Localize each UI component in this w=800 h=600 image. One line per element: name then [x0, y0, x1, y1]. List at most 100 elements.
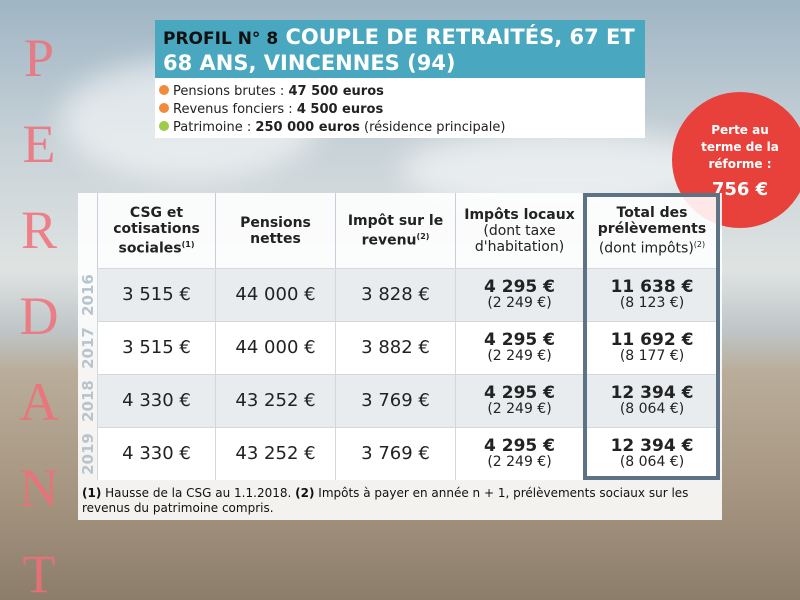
- items: Pensions brutes : 47 500 euros Revenus fo…: [155, 78, 645, 137]
- cell-value: 4 330 €: [122, 390, 191, 411]
- table-cell: 12 394 € (8 064 €): [583, 427, 720, 480]
- row-bg: [97, 321, 720, 374]
- header-sub-text: (dont taxe d'habitation): [474, 222, 565, 255]
- item-label: Pensions brutes :: [173, 84, 285, 99]
- year: 2016: [78, 273, 97, 316]
- table-cell: 43 252 €: [215, 374, 335, 427]
- cell-sub: (8 064 €): [619, 401, 685, 417]
- cell-value: 3 769 €: [361, 443, 430, 464]
- item-value: 47 500 euros: [288, 84, 384, 99]
- footnote-text: Impôts à payer en année n + 1, prélèveme…: [82, 486, 689, 515]
- title-bar: PROFIL N° 8 COUPLE DE RETRAITÉS, 67 ET 6…: [155, 20, 645, 78]
- cell-main: 11 692 €: [610, 330, 694, 350]
- header-sub-text: (dont impôts): [598, 240, 694, 257]
- table-cell: 12 394 € (8 064 €): [583, 374, 720, 427]
- cell-main: 11 638 €: [610, 277, 694, 297]
- column-header: Impôts locaux (dont taxe d'habitation): [455, 193, 583, 268]
- item-label: Revenus fonciers :: [173, 102, 293, 117]
- cell-sub: (8 123 €): [619, 295, 685, 311]
- title: COUPLE DE RETRAITÉS, 67 ET 68 ANS, VINCE…: [163, 25, 635, 75]
- header-title: Pensions nettes: [222, 215, 329, 247]
- header-note: (2): [416, 231, 430, 241]
- year: 2018: [78, 379, 97, 422]
- table-cell: 3 769 €: [335, 374, 455, 427]
- cell-value: 3 882 €: [361, 337, 430, 358]
- cell-value: 43 252 €: [235, 390, 316, 411]
- year-label: 2019: [78, 427, 97, 480]
- row-bg: [97, 374, 720, 427]
- cell-value: 3 769 €: [361, 390, 430, 411]
- cell-main: 4 295 €: [484, 330, 555, 350]
- column-header: CSG et cotisations sociales(1): [97, 193, 215, 268]
- header-note: (2): [693, 239, 706, 249]
- table-cell: 3 882 €: [335, 321, 455, 374]
- table-cell: 11 692 € (8 177 €): [583, 321, 720, 374]
- year-label: 2017: [78, 321, 97, 374]
- cell-value: 44 000 €: [235, 337, 316, 358]
- item-label: Patrimoine :: [173, 120, 252, 135]
- table-cell: 4 330 €: [97, 427, 215, 480]
- item: Patrimoine : 250 000 euros (résidence pr…: [155, 119, 645, 137]
- header-note: (1): [181, 239, 195, 249]
- bullet: [159, 103, 169, 113]
- column-header: Impôt sur le revenu(2): [335, 193, 455, 268]
- row-bg: [97, 268, 720, 321]
- header-title: Impôts locaux: [464, 207, 575, 223]
- profile: PROFIL N° 8: [163, 29, 279, 49]
- table: CSG et cotisations sociales(1) Pensions n…: [78, 193, 722, 520]
- table-cell: 44 000 €: [215, 268, 335, 321]
- header: PROFIL N° 8 COUPLE DE RETRAITÉS, 67 ET 6…: [155, 20, 645, 138]
- cell-value: 43 252 €: [235, 443, 316, 464]
- cell-value: 44 000 €: [235, 284, 316, 305]
- bullet: [159, 85, 169, 95]
- footnote-mark: (1): [82, 486, 102, 500]
- item-note: (résidence principale): [364, 120, 506, 135]
- cell-sub: (8 064 €): [619, 454, 685, 470]
- cell-sub: (2 249 €): [487, 295, 552, 311]
- header-text: Impôts locaux: [464, 206, 575, 223]
- header-text: Impôt sur le revenu: [347, 212, 444, 249]
- total-frame: [583, 193, 720, 480]
- item-value: 4 500 euros: [296, 102, 384, 117]
- header-text: Total des prélèvements: [597, 204, 707, 237]
- table-cell: 43 252 €: [215, 427, 335, 480]
- header-title: CSG et cotisations sociales(1): [104, 205, 209, 257]
- header-title: Total des prélèvements: [590, 205, 714, 237]
- cell-sub: (2 249 €): [487, 348, 552, 364]
- table-cell: 44 000 €: [215, 321, 335, 374]
- table-cell: 4 295 € (2 249 €): [455, 427, 583, 480]
- column-header: Pensions nettes: [215, 193, 335, 268]
- table-cell: 4 330 €: [97, 374, 215, 427]
- cell-value: 3 828 €: [361, 284, 430, 305]
- table-cell: 4 295 € (2 249 €): [455, 268, 583, 321]
- cell-value: 3 515 €: [122, 337, 191, 358]
- table-cell: 3 515 €: [97, 268, 215, 321]
- footnote-mark: (2): [295, 486, 315, 500]
- year: 2019: [78, 432, 97, 475]
- header-text: Pensions nettes: [240, 214, 311, 247]
- cell-main: 4 295 €: [484, 383, 555, 403]
- header-title: Impôt sur le revenu(2): [342, 213, 449, 249]
- table-cell: 3 828 €: [335, 268, 455, 321]
- cell-value: 4 330 €: [122, 443, 191, 464]
- footnote-text: Hausse de la CSG au 1.1.2018.: [105, 486, 292, 500]
- table-cell: 3 515 €: [97, 321, 215, 374]
- row-bg: [97, 427, 720, 480]
- year-label: 2016: [78, 268, 97, 321]
- table-cell: 11 638 € (8 123 €): [583, 268, 720, 321]
- header-text: CSG et cotisations sociales: [113, 204, 200, 257]
- badge-label: Perte au terme de la réforme :: [701, 123, 779, 171]
- header-sub: (dont impôts)(2): [599, 237, 705, 257]
- header-sub: (dont taxe d'habitation): [462, 223, 577, 255]
- cell-sub: (2 249 €): [487, 401, 552, 417]
- item-value: 250 000 euros: [255, 120, 360, 135]
- item: Revenus fonciers : 4 500 euros: [155, 101, 645, 119]
- cell-value: 3 515 €: [122, 284, 191, 305]
- year: 2017: [78, 326, 97, 369]
- side-label: PERDANT: [9, 28, 69, 600]
- bullet: [159, 121, 169, 131]
- cell-sub: (8 177 €): [619, 348, 685, 364]
- cell-main: 4 295 €: [484, 277, 555, 297]
- cell-main: 12 394 €: [610, 436, 694, 456]
